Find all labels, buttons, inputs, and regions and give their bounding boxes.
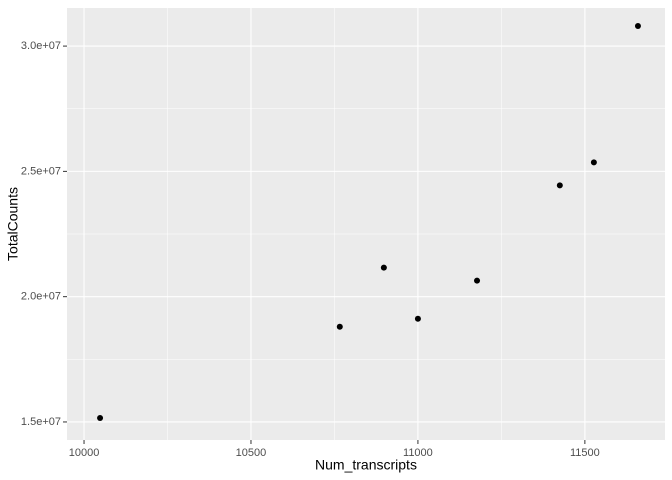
y-tick-label: 1.5e+07 xyxy=(21,416,61,428)
x-tick-label: 11500 xyxy=(570,447,600,459)
point xyxy=(590,159,597,166)
plot-panel xyxy=(67,8,665,440)
x-tick-label: 11000 xyxy=(403,447,433,459)
x-tick-label: 10500 xyxy=(236,447,267,459)
y-tick-label: 2.0e+07 xyxy=(21,291,61,303)
point xyxy=(556,182,563,189)
y-tick-label: 3.0e+07 xyxy=(21,40,61,52)
point xyxy=(634,23,641,30)
point xyxy=(380,264,387,271)
y-axis-title: TotalCounts xyxy=(5,187,21,261)
point xyxy=(414,315,421,322)
y-tick-label: 2.5e+07 xyxy=(21,165,61,177)
point xyxy=(97,414,104,421)
x-tick-label: 10000 xyxy=(69,447,100,459)
point xyxy=(336,323,343,330)
point xyxy=(474,277,481,284)
x-axis-title: Num_transcripts xyxy=(315,457,417,473)
